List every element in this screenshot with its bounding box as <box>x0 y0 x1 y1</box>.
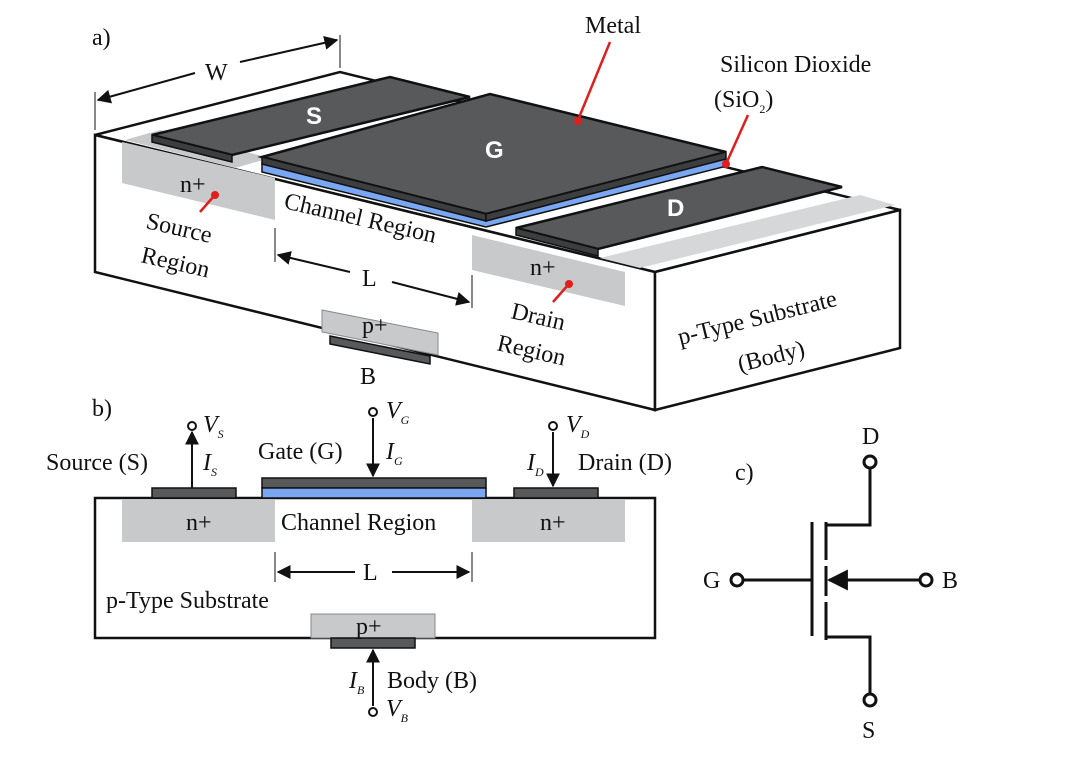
vd-terminal <box>548 421 558 431</box>
length-dimension-arrow-right <box>391 281 471 306</box>
width-dimension-arrow-right <box>239 35 339 63</box>
drain-nplus-label: n+ <box>530 255 556 281</box>
panel-a-label: a) <box>92 25 111 51</box>
oxide-label-end: ) <box>765 87 773 113</box>
panel-a: a) S G D W <box>92 13 902 412</box>
drain-label: Drain (D) <box>578 450 672 476</box>
vg-symbol: V <box>386 398 403 424</box>
drain-nplus-region <box>472 235 625 306</box>
oxide-pointer-dot <box>722 160 730 168</box>
symbol-gate-terminal <box>729 572 745 588</box>
drain-pointer <box>552 284 569 303</box>
vd-label: VD <box>566 412 590 441</box>
symbol-source-label: S <box>862 718 875 744</box>
source-nplus-cross <box>122 500 275 542</box>
vg-sub: G <box>401 413 410 427</box>
vb-symbol: V <box>386 696 403 722</box>
vd-symbol: V <box>566 412 583 438</box>
symbol-body-terminal <box>918 572 934 588</box>
drain-metal-cross <box>513 487 599 499</box>
cross-length-label: L <box>363 560 378 586</box>
vg-label: VG <box>386 398 410 427</box>
width-dimension-arrow-left <box>96 72 196 104</box>
symbol-source-terminal <box>862 692 878 708</box>
ig-label: IG <box>385 439 403 468</box>
source-label: Source (S) <box>46 450 148 476</box>
oxide-label-sub: 2 <box>759 102 765 116</box>
is-label: IS <box>202 450 217 479</box>
panel-c: c) D S G B <box>703 424 958 744</box>
ig-sub: G <box>394 454 403 468</box>
is-symbol: I <box>202 450 212 476</box>
vs-symbol: V <box>203 412 220 438</box>
vb-sub: B <box>401 711 409 725</box>
vs-label: VS <box>203 412 224 441</box>
symbol-gate-label: G <box>703 568 720 594</box>
vs-sub: S <box>218 427 224 441</box>
substrate-cross-label: p-Type Substrate <box>106 588 269 614</box>
body-label: Body (B) <box>387 668 477 694</box>
drain-metal-front <box>515 227 599 257</box>
oxide-label-main: (SiO <box>714 87 759 113</box>
source-pointer <box>199 195 215 213</box>
pplus-cross-label: p+ <box>356 614 382 640</box>
ig-symbol: I <box>385 439 395 465</box>
symbol-drain-terminal <box>862 454 878 470</box>
body-terminal-label: B <box>360 364 376 390</box>
vb-terminal <box>368 707 378 717</box>
vs-terminal <box>187 421 197 431</box>
id-symbol: I <box>526 450 536 476</box>
body-metal-cross <box>330 637 416 649</box>
source-pointer-dot <box>211 191 219 199</box>
id-sub: D <box>534 465 544 479</box>
ib-sub: B <box>357 683 365 697</box>
channel-cross-label: Channel Region <box>281 510 436 536</box>
panel-b-label: b) <box>92 396 112 422</box>
pplus-label: p+ <box>362 313 388 339</box>
symbol-drain-label: D <box>862 424 879 450</box>
source-terminal-label: S <box>306 103 322 130</box>
drain-nplus-cross-label: n+ <box>540 510 566 536</box>
oxide-label-line2: (SiO2) <box>714 87 773 116</box>
substrate-side-face <box>653 208 902 412</box>
gate-oxide-cross <box>261 487 487 499</box>
ib-label: IB <box>348 668 365 697</box>
vg-terminal <box>368 407 378 417</box>
source-nplus-cross-label: n+ <box>186 510 212 536</box>
length-label: L <box>362 266 377 292</box>
gate-terminal-label: G <box>485 137 504 164</box>
id-label: ID <box>526 450 544 479</box>
symbol-body-label: B <box>942 568 958 594</box>
gate-metal-side <box>485 151 727 222</box>
oxide-pointer <box>724 114 750 165</box>
metal-label: Metal <box>585 13 641 39</box>
is-sub: S <box>211 465 217 479</box>
source-metal-front <box>151 134 233 163</box>
panel-b: b) n+ n+ Channel Region p-Type Substrate… <box>46 396 672 725</box>
symbol-drain-lead <box>826 468 872 527</box>
metal-pointer-dot <box>574 117 582 125</box>
source-metal-cross <box>151 487 237 499</box>
length-dimension-arrow-left <box>276 251 351 273</box>
gate-metal-cross <box>261 477 487 489</box>
drain-terminal-label: D <box>667 195 684 222</box>
body-metal-contact <box>329 335 431 365</box>
panel-c-label: c) <box>735 460 754 486</box>
source-nplus-region <box>122 142 275 220</box>
drain-nplus-cross <box>472 500 625 542</box>
pplus-region <box>321 309 439 356</box>
source-nplus-label: n+ <box>180 172 206 198</box>
oxide-label-line1: Silicon Dioxide <box>720 52 871 78</box>
metal-pointer <box>576 41 612 121</box>
vd-sub: D <box>580 427 590 441</box>
width-label: W <box>205 60 228 86</box>
vb-label: VB <box>386 696 409 725</box>
drain-pointer-dot <box>565 280 573 288</box>
gate-label: Gate (G) <box>258 439 343 465</box>
drain-surface-strip <box>600 195 895 268</box>
ib-symbol: I <box>348 668 358 694</box>
symbol-source-lead <box>826 635 872 694</box>
